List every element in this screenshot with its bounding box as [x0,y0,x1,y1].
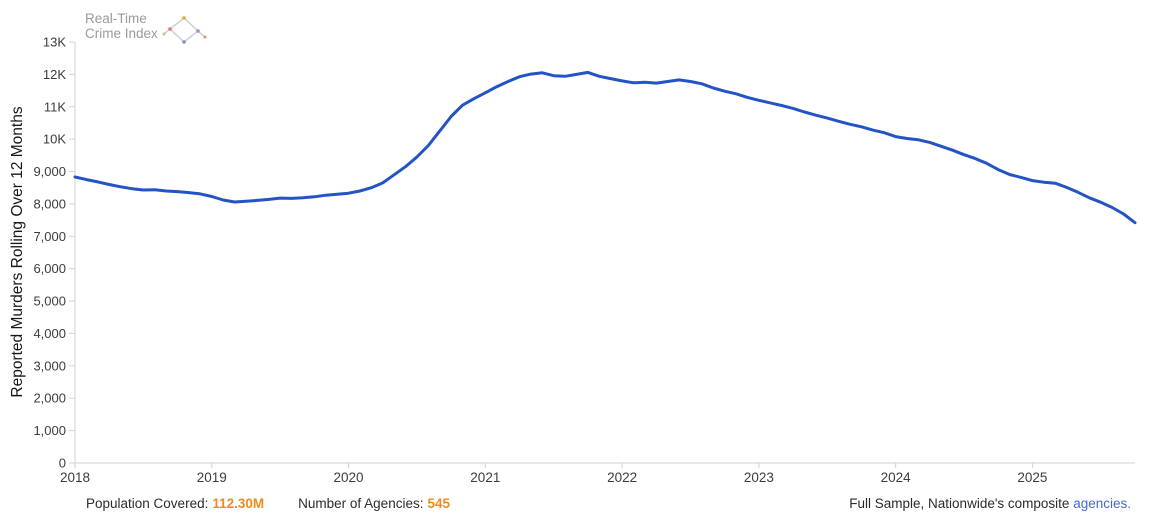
y-tick-label: 6,000 [33,261,66,276]
population-covered-stat: Population Covered: 112.30M [86,496,264,511]
logo-line2: Crime Index [85,26,158,41]
footer-stats: Population Covered: 112.30M Number of Age… [86,496,450,511]
x-tick-label: 2019 [197,470,227,485]
x-tick-label: 2021 [470,470,500,485]
y-tick-label: 0 [59,456,66,471]
y-tick-label: 4,000 [33,326,66,341]
y-tick-label: 7,000 [33,229,66,244]
axes [74,42,1135,464]
rtci-logo[interactable]: Real-Time Crime Index [85,11,210,54]
number-of-agencies-stat: Number of Agencies: 545 [298,496,450,511]
x-tick-label: 2022 [607,470,637,485]
y-tick-label: 1,000 [33,423,66,438]
murders-line-series[interactable] [73,70,1137,225]
y-tick-label: 5,000 [33,294,66,309]
rtci-diamond-chart-icon [162,13,210,54]
rtci-logo-text: Real-Time Crime Index [85,11,158,41]
y-tick-label: 13K [43,35,66,50]
x-axis-ticks: 2018 2019 2020 2021 2022 2023 2024 2025 [60,463,1047,485]
y-tick-label: 8,000 [33,196,66,211]
sample-description: Full Sample, Nationwide's composite agen… [849,496,1131,511]
y-tick-label: 9,000 [33,164,66,179]
x-tick-label: 2025 [1017,470,1047,485]
y-tick-label: 2,000 [33,391,66,406]
x-tick-label: 2023 [744,470,774,485]
population-covered-value: 112.30M [212,496,265,511]
number-of-agencies-value: 545 [427,496,450,511]
y-axis-title: Reported Murders Rolling Over 12 Months [9,106,26,397]
agencies-link[interactable]: agencies. [1073,496,1131,511]
population-covered-label: Population Covered: [86,496,209,511]
number-of-agencies-label: Number of Agencies: [298,496,424,511]
y-tick-label: 3,000 [33,358,66,373]
y-tick-label: 10K [43,132,66,147]
y-tick-label: 12K [43,67,66,82]
x-tick-label: 2020 [334,470,364,485]
x-tick-label: 2018 [60,470,90,485]
logo-line1: Real-Time [85,11,147,26]
sample-text: Full Sample, Nationwide's composite [849,496,1074,511]
y-tick-label: 11K [44,99,66,114]
y-axis-ticks: 0 1,000 2,000 3,000 4,000 5,000 6,000 7,000 8,00… [33,35,75,471]
x-tick-label: 2024 [881,470,912,485]
